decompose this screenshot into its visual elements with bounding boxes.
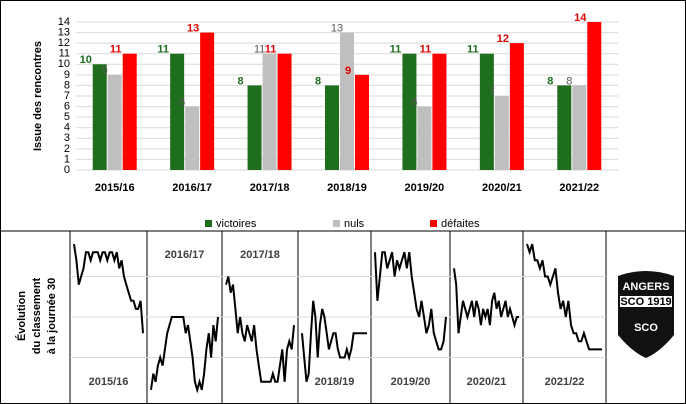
data-label: 9 (102, 65, 108, 77)
data-label: 11 (420, 44, 432, 56)
line (225, 276, 295, 383)
y-axis-label: à la journée 30 (46, 278, 58, 354)
data-label: 11 (390, 44, 402, 56)
data-label: 7 (489, 86, 495, 98)
data-label: 13 (187, 22, 199, 34)
legend-swatch (430, 220, 437, 227)
y-tick-label: 4 (64, 122, 70, 134)
logo-banner-text: SCO 1919 (620, 296, 671, 308)
y-axis-label: Évolution (15, 291, 28, 341)
data-label: 11 (265, 44, 277, 56)
x-tick-label: 2020/21 (482, 182, 522, 194)
logo-shield-text: SCO (634, 322, 658, 334)
panel-label: 2019/20 (391, 376, 431, 388)
x-tick-label: 2016/17 (172, 182, 212, 194)
y-tick-label: 9 (64, 69, 70, 81)
bar (200, 32, 215, 171)
data-label: 11 (110, 44, 122, 56)
data-label: 8 (547, 75, 553, 87)
x-tick-label: 2018/19 (327, 182, 367, 194)
line (374, 251, 447, 351)
bar (107, 74, 122, 170)
bar (185, 106, 200, 170)
panel-label: 2017/18 (240, 249, 280, 261)
data-label: 8 (566, 75, 572, 87)
data-label: 10 (80, 54, 92, 66)
bar (277, 53, 292, 170)
line (526, 243, 602, 351)
legend-swatch (205, 220, 212, 227)
line (453, 268, 519, 334)
y-tick-label: 14 (58, 16, 70, 28)
bar (122, 53, 137, 170)
data-label: 8 (238, 75, 244, 87)
logo-shield (618, 271, 674, 358)
data-label: 12 (497, 33, 509, 45)
bar (340, 32, 354, 171)
y-tick-label: 1 (64, 153, 70, 165)
line (301, 300, 367, 383)
bar (572, 85, 587, 170)
x-tick-label: 2017/18 (250, 182, 290, 194)
panel-label: 2020/21 (467, 376, 507, 388)
bar (355, 74, 369, 170)
y-axis-label: Issue des rencontres (32, 41, 44, 151)
legend-swatch (333, 220, 340, 227)
y-tick-label: 7 (64, 90, 70, 102)
bar (494, 96, 509, 170)
legend-label: victoires (216, 218, 257, 230)
y-tick-label: 11 (59, 48, 70, 60)
data-label: 14 (574, 12, 587, 24)
bar (587, 22, 602, 170)
y-tick-label: 8 (64, 79, 70, 91)
bar (325, 85, 339, 170)
data-label: 11 (467, 44, 479, 56)
y-tick-label: 6 (64, 100, 70, 112)
line (73, 243, 144, 334)
data-label: 9 (345, 65, 351, 77)
data-label: 6 (411, 96, 417, 108)
bar (262, 53, 277, 170)
bar (92, 64, 107, 170)
data-label: 11 (254, 44, 265, 56)
bar (402, 53, 417, 170)
x-tick-label: 2019/20 (405, 182, 445, 194)
y-axis-label: du classement (31, 277, 43, 354)
panel-label: 2016/17 (165, 249, 205, 261)
bar (432, 53, 447, 170)
bar (247, 85, 262, 170)
y-tick-label: 12 (58, 37, 70, 49)
legend-label: nuls (344, 218, 365, 230)
x-tick-label: 2015/16 (95, 182, 135, 194)
bar (557, 85, 572, 170)
data-label: 6 (179, 96, 185, 108)
line (150, 316, 219, 394)
y-tick-label: 10 (58, 58, 70, 70)
data-label: 8 (315, 75, 321, 87)
y-tick-label: 3 (64, 132, 70, 144)
bar (417, 106, 432, 170)
panel-label: 2015/16 (89, 376, 129, 388)
legend-label: défaites (441, 218, 480, 230)
logo-text: ANGERS (622, 281, 669, 293)
x-tick-label: 2021/22 (559, 182, 599, 194)
logo-banner (620, 296, 672, 307)
data-label: 13 (331, 22, 343, 34)
y-tick-label: 5 (64, 111, 70, 123)
y-tick-label: 13 (58, 26, 70, 38)
bar (479, 53, 494, 170)
bar (170, 53, 185, 170)
bar (509, 43, 524, 171)
data-label: 11 (157, 44, 169, 56)
panel-label: 2018/19 (315, 376, 355, 388)
y-tick-label: 0 (64, 164, 70, 176)
panel-label: 2021/22 (545, 376, 585, 388)
logo: ANGERS SCO 1919 SCO (618, 271, 674, 358)
y-tick-label: 2 (64, 143, 70, 155)
